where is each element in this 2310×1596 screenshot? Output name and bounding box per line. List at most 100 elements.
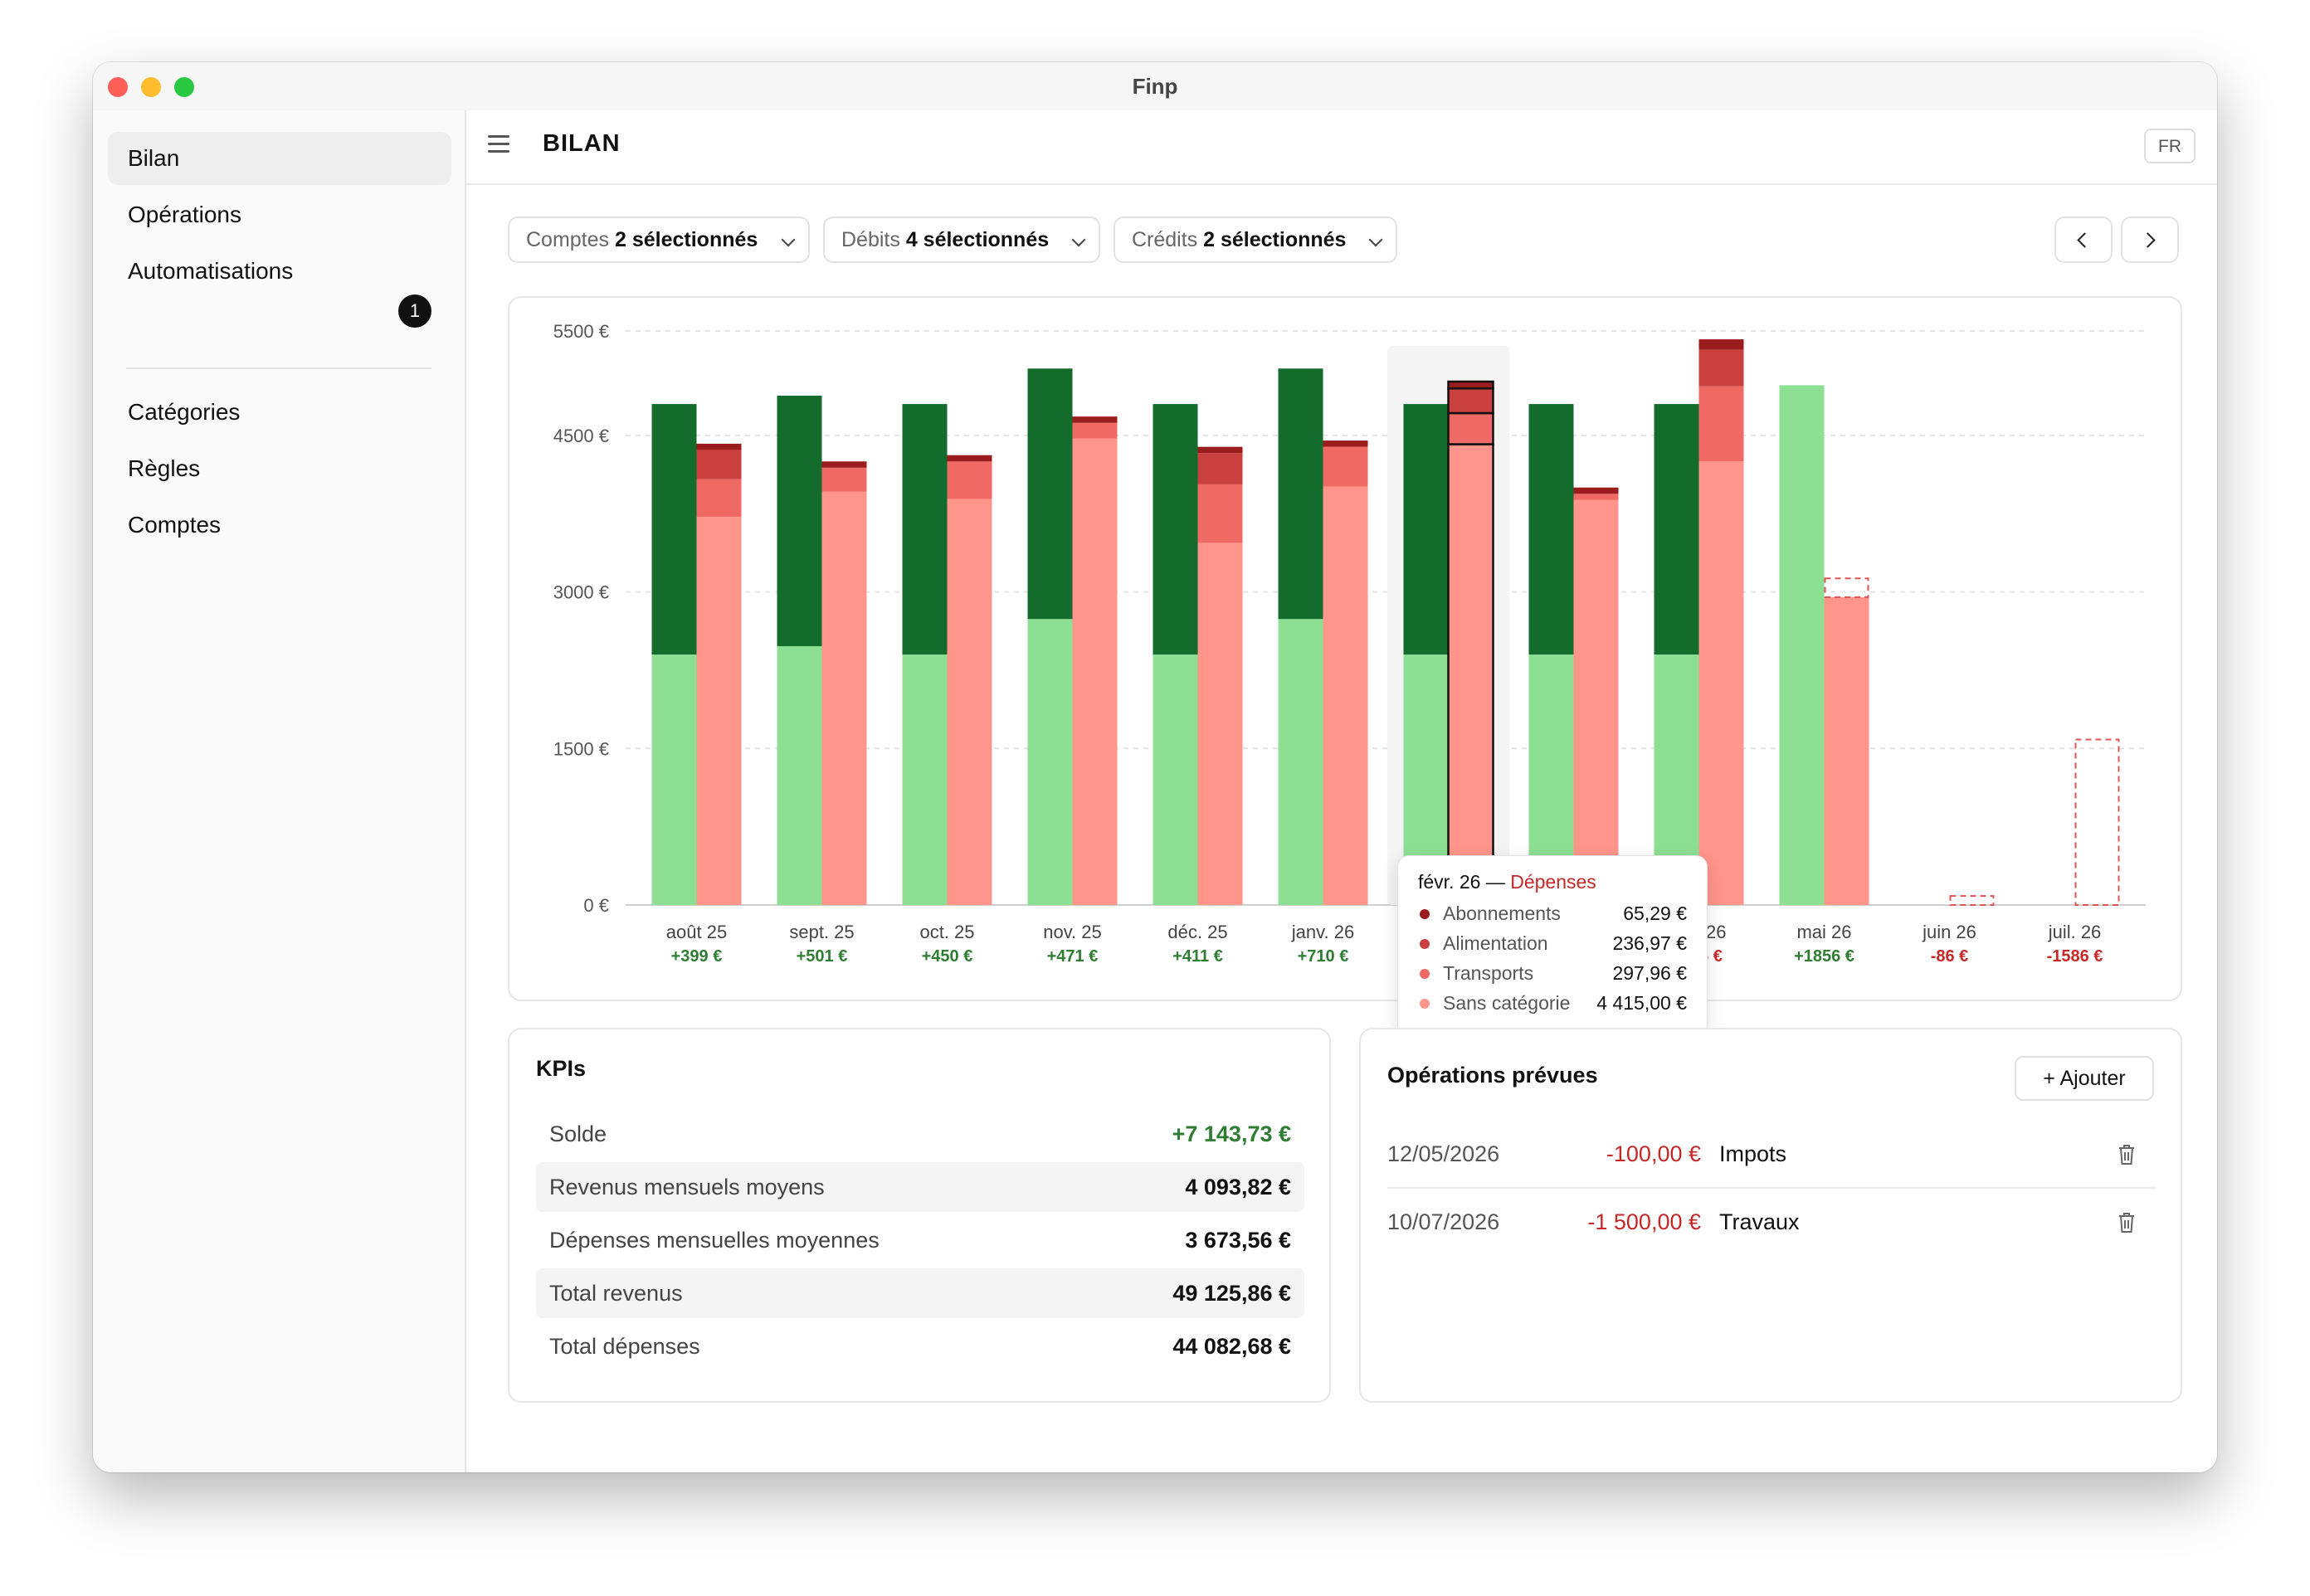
- operation-label: Impots: [1719, 1141, 1787, 1166]
- title-bar: Finp: [93, 62, 2217, 110]
- kpi-title: KPIs: [536, 1056, 587, 1081]
- tooltip-row-value: 4 415,00 €: [1596, 992, 1687, 1014]
- expense-bar-sans_categorie: [1323, 486, 1368, 905]
- y-tick-label: 0 €: [583, 895, 609, 916]
- x-tick-label: déc. 25: [1167, 922, 1227, 942]
- planned-operation-row[interactable]: 10/07/2026 -1 500,00 € Travaux: [1387, 1189, 2156, 1255]
- tooltip-row: Transports 297,96 €: [1418, 958, 1687, 988]
- filter-value: 2 sélectionnés: [1203, 228, 1347, 251]
- language-button[interactable]: FR: [2144, 129, 2195, 163]
- planned-expense-bar: [1949, 895, 1995, 906]
- kpi-row-total-revenus: Total revenus 49 125,86 €: [536, 1268, 1304, 1318]
- y-tick-label: 5500 €: [553, 321, 609, 342]
- add-planned-operation-button[interactable]: + Ajouter: [2015, 1056, 2154, 1101]
- kpi-label: Total dépenses: [549, 1334, 700, 1359]
- legend-dot-icon: [1420, 999, 1430, 1009]
- expense-bar-transports: [696, 479, 742, 517]
- income-bar-income_extra: [902, 404, 948, 655]
- expense-bar-sans_categorie: [1573, 499, 1619, 905]
- kpi-card: KPIs Solde +7 143,73 € Revenus mensuels m…: [508, 1028, 1331, 1403]
- kpi-label: Solde: [549, 1122, 607, 1146]
- hamburger-menu-icon[interactable]: [488, 135, 509, 153]
- operation-amount: -1 500,00 €: [1587, 1209, 1701, 1234]
- tooltip-row: Alimentation 236,97 €: [1418, 928, 1687, 958]
- chevron-down-icon: [1368, 232, 1383, 247]
- tooltip-separator: —: [1485, 871, 1505, 893]
- trash-icon[interactable]: [2118, 1144, 2136, 1165]
- expense-bar-transports: [821, 467, 867, 492]
- expense-bar-abonnements: [1447, 380, 1494, 390]
- filter-debits-dropdown[interactable]: Débits 4 sélectionnés: [823, 217, 1100, 263]
- previous-period-button[interactable]: [2054, 217, 2113, 263]
- chevron-right-icon: [2140, 232, 2156, 248]
- x-tick-label: août 25: [666, 922, 727, 942]
- filter-label: Comptes: [526, 228, 610, 251]
- balance-label: +399 €: [671, 947, 723, 966]
- tooltip-row: Abonnements 65,29 €: [1418, 898, 1687, 928]
- kpi-label: Revenus mensuels moyens: [549, 1175, 825, 1199]
- plus-icon: +: [2043, 1067, 2055, 1090]
- close-window-button[interactable]: [108, 77, 128, 97]
- tooltip-title: févr. 26 — Dépenses: [1418, 871, 1687, 893]
- income-bar-income_base: [1779, 385, 1825, 906]
- legend-dot-icon: [1420, 969, 1430, 979]
- planned-expense-bar: [2074, 738, 2120, 907]
- expense-bar-alimentation: [1447, 387, 1494, 415]
- sidebar-item-comptes[interactable]: Comptes: [108, 499, 451, 552]
- chevron-down-icon: [781, 232, 796, 247]
- window-title: Finp: [1132, 74, 1178, 99]
- sidebar-item-automatisations[interactable]: Automatisations: [108, 245, 451, 298]
- expense-bar-transports: [1197, 484, 1243, 543]
- operation-label: Travaux: [1719, 1209, 1800, 1234]
- page-header: BILAN FR: [466, 110, 2217, 185]
- y-tick-label: 1500 €: [553, 738, 609, 759]
- expense-bar-abonnements: [1072, 416, 1118, 423]
- filter-credits-dropdown[interactable]: Crédits 2 sélectionnés: [1114, 217, 1397, 263]
- tooltip-row-value: 65,29 €: [1623, 903, 1687, 924]
- x-tick-label: oct. 25: [919, 922, 974, 942]
- sidebar-item-label: Règles: [128, 455, 201, 481]
- income-bar-income_base: [651, 654, 697, 905]
- income-bar-income_base: [902, 654, 948, 905]
- next-period-button[interactable]: [2121, 217, 2179, 263]
- expense-bar-alimentation: [1197, 453, 1243, 484]
- kpi-row-solde: Solde +7 143,73 €: [536, 1109, 1304, 1159]
- expense-bar-transports: [1323, 446, 1368, 487]
- income-bar-income_base: [1278, 619, 1323, 905]
- balance-label: +450 €: [922, 947, 973, 966]
- sidebar-item-categories[interactable]: Catégories: [108, 386, 451, 439]
- tooltip-row-value: 297,96 €: [1612, 962, 1687, 984]
- tooltip-row-name: Transports: [1443, 962, 1534, 984]
- zoom-window-button[interactable]: [174, 77, 194, 97]
- income-bar-income_extra: [1654, 404, 1699, 655]
- kpi-value: 3 673,56 €: [1185, 1228, 1291, 1253]
- app-window: Finp Bilan Opérations Automatisations 1 …: [93, 62, 2217, 1472]
- expense-bar-abonnements: [1698, 339, 1744, 350]
- automatisations-count-badge: 1: [398, 294, 431, 328]
- kpi-label: Total revenus: [549, 1281, 683, 1306]
- legend-dot-icon: [1420, 939, 1430, 949]
- planned-operation-row[interactable]: 12/05/2026 -100,00 € Impots: [1387, 1121, 2156, 1189]
- income-bar-income_extra: [1403, 404, 1449, 655]
- sidebar-item-regles[interactable]: Règles: [108, 442, 451, 495]
- tooltip-series: Dépenses: [1510, 871, 1596, 893]
- minimize-window-button[interactable]: [141, 77, 161, 97]
- chevron-down-icon: [1071, 232, 1086, 247]
- trash-icon[interactable]: [2118, 1212, 2136, 1233]
- income-bar-income_extra: [1027, 368, 1073, 620]
- expense-bar-sans_categorie: [947, 499, 992, 905]
- sidebar-item-label: Catégories: [128, 399, 241, 425]
- x-tick-label: nov. 25: [1043, 922, 1102, 942]
- filter-label: Débits: [841, 228, 900, 251]
- add-button-label: Ajouter: [2059, 1067, 2126, 1090]
- filter-comptes-dropdown[interactable]: Comptes 2 sélectionnés: [508, 217, 810, 263]
- filter-value: 4 sélectionnés: [905, 228, 1050, 251]
- sidebar-item-label: Automatisations: [128, 258, 294, 284]
- balance-label: +471 €: [1047, 947, 1099, 966]
- main-content: BILAN FR Comptes 2 sélectionnés Débits 4…: [466, 110, 2217, 1472]
- sidebar-item-label: Comptes: [128, 512, 222, 538]
- expense-bar-abonnements: [1323, 440, 1368, 447]
- sidebar-item-operations[interactable]: Opérations: [108, 188, 451, 241]
- sidebar-item-bilan[interactable]: Bilan: [108, 132, 451, 185]
- page-title: BILAN: [543, 130, 621, 157]
